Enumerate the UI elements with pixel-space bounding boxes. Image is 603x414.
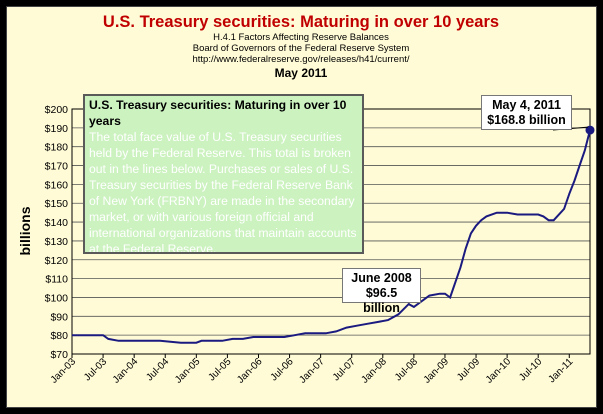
y-tick-label: $90 [50,311,68,323]
y-tick-label: $180 [45,142,69,154]
x-tick-label: Jan-04 [111,356,141,386]
y-tick-label: $170 [45,161,69,173]
y-tick-label: $200 [45,104,69,116]
callout-june-date: June 2008 [351,271,412,285]
x-tick-label: Jul-05 [206,356,233,383]
y-tick-label: $120 [45,255,69,267]
y-tick-label: $110 [45,274,68,286]
x-tick-label: Jan-06 [235,356,265,386]
x-tick-label: Jul-06 [269,356,296,383]
x-tick-label: Jul-03 [82,356,109,383]
callout-june-2008: June 2008 $96.5 billion [342,268,421,315]
y-tick-label: $130 [45,236,69,248]
x-tick-label: Jan-10 [484,356,514,386]
description-body: The total face value of U.S. Treasury se… [89,130,357,254]
callout-june-amount: $96.5 billion [363,286,400,315]
chart-subtitle-2: Board of Governors of the Federal Reserv… [193,43,410,54]
y-axis-label: billions [17,206,33,255]
description-heading: U.S. Treasury securities: Maturing in ov… [89,98,347,128]
series-last-point-marker [585,125,595,135]
x-tick-label: Jan-05 [173,356,203,386]
y-axis-ticks: $70 $80 $90 $100 $110 $120 $130 $140 $150 $160 $17… [45,104,69,361]
y-tick-label: $150 [45,198,69,210]
x-tick-label: Jul-10 [517,356,544,383]
y-tick-label: $190 [45,123,69,135]
x-tick-label: Jul-09 [455,356,482,383]
chart-subtitle-3: http://www.federalreserve.gov/releases/h… [192,54,409,65]
chart-subtitle-1: H.4.1 Factors Affecting Reserve Balances [213,32,389,43]
y-tick-label: $70 [50,349,68,361]
y-tick-label: $100 [45,292,69,304]
x-tick-label: Jul-07 [331,356,358,383]
callout-latest-value: May 4, 2011 $168.8 billion [481,95,572,130]
y-tick-label: $140 [45,217,69,229]
description-box: U.S. Treasury securities: Maturing in ov… [83,94,364,254]
x-axis-ticks: Jan-03 Jul-03 Jan-04 Jul-04 Jan-05 Jul-05 Jan-… [49,354,576,386]
x-tick-label: Jul-08 [393,356,420,383]
x-tick-label: Jan-09 [422,356,452,386]
chart-title: U.S. Treasury securities: Maturing in ov… [103,13,499,31]
x-tick-label: Jan-07 [297,356,327,386]
y-tick-label: $160 [45,179,69,191]
callout-latest-date: May 4, 2011 [492,98,561,112]
y-tick-label: $80 [50,330,68,342]
x-tick-label: Jul-04 [144,356,171,383]
x-tick-label: Jan-08 [360,356,390,386]
x-tick-label: Jan-11 [547,356,576,385]
callout-latest-amount: $168.8 billion [487,113,566,127]
series-line [72,129,591,344]
chart-subtitle-4: May 2011 [275,66,328,80]
